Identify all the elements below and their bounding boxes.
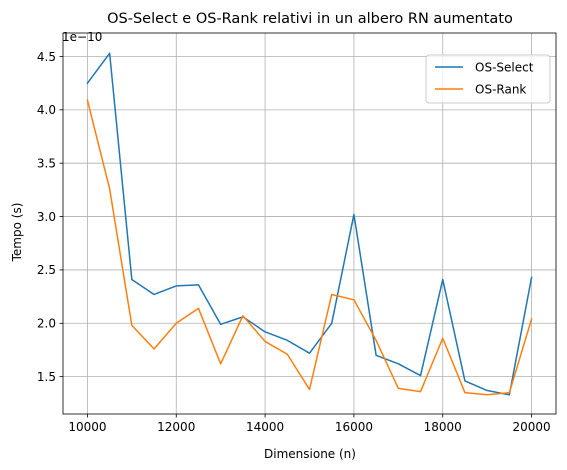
x-axis-label: Dimensione (n) [264, 447, 356, 461]
chart-title: OS-Select e OS-Rank relativi in un alber… [107, 11, 513, 27]
plot-frame [62, 32, 557, 415]
y-tick-label: 2.5 [37, 263, 56, 277]
series-line-os-select [86, 52, 533, 396]
y-tick-label: 4.0 [37, 103, 56, 117]
series-line-os-rank [86, 99, 533, 396]
y-tick-label: 3.0 [37, 210, 56, 224]
y-axis-ticks: 1.5 2.0 2.5 3.0 3.5 4.0 4.5 [37, 50, 63, 384]
series-lines [86, 52, 533, 396]
y-tick-label: 2.0 [37, 317, 56, 331]
x-tick-label: 20000 [512, 420, 550, 434]
grid-lines [63, 33, 556, 414]
x-axis-ticks: 10000 12000 14000 16000 18000 20000 [68, 414, 551, 434]
y-tick-label: 4.5 [37, 50, 56, 64]
x-tick-label: 16000 [335, 420, 373, 434]
x-tick-label: 14000 [246, 420, 284, 434]
legend-label-os-rank: OS-Rank [475, 83, 526, 97]
y-tick-label: 3.5 [37, 157, 56, 171]
legend-label-os-select: OS-Select [475, 61, 534, 75]
y-offset-label: 1e−10 [62, 30, 102, 44]
legend: OS-Select OS-Rank [425, 54, 551, 104]
x-tick-label: 10000 [68, 420, 106, 434]
y-tick-label: 1.5 [37, 370, 56, 384]
x-tick-label: 18000 [424, 420, 462, 434]
y-axis-label: Tempo (s) [10, 203, 24, 263]
x-tick-label: 12000 [157, 420, 195, 434]
